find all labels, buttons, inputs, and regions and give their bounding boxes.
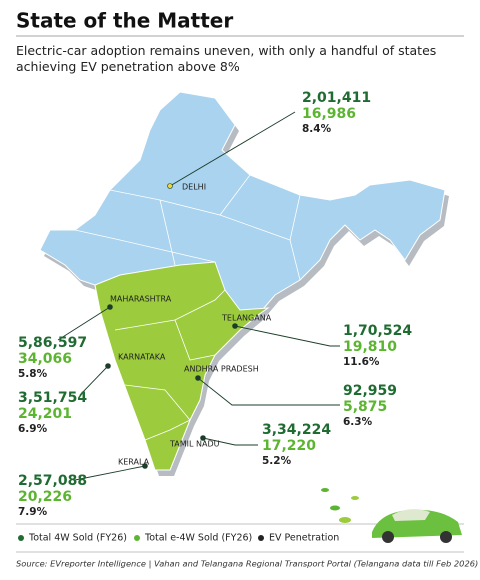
marker-dot: [200, 435, 206, 441]
connector: [57, 306, 111, 341]
total-e4w: 5,875: [343, 399, 387, 415]
connector: [234, 325, 340, 347]
connector: [74, 465, 146, 481]
source: Source: EVreporter Intelligence | Vahan …: [16, 559, 478, 569]
ev-penetration: 11.6%: [343, 356, 380, 368]
car: [321, 488, 462, 543]
total-e4w: 17,220: [262, 438, 316, 454]
state-name: DELHI: [182, 183, 206, 192]
total-4w: 92,959: [343, 383, 397, 399]
marker-dot: [105, 363, 111, 369]
total-e4w: 19,810: [343, 339, 397, 355]
total-4w: 5,86,597: [18, 335, 87, 351]
connector: [79, 365, 109, 396]
total-4w: 1,70,524: [343, 323, 412, 339]
title: State of the Matter: [16, 9, 233, 33]
connector: [202, 437, 258, 446]
total-4w: 2,57,088: [18, 473, 87, 489]
marker-dot: [142, 463, 148, 469]
state-name: KARNATAKA: [118, 353, 166, 362]
connector: [169, 111, 296, 187]
ev-penetration: 5.2%: [262, 455, 292, 467]
state-name: TAMIL NADU: [169, 440, 220, 449]
legend-label: EV Penetration: [269, 533, 339, 544]
total-4w: 3,34,224: [262, 422, 331, 438]
state-name: MAHARASHTRA: [110, 295, 172, 304]
state-name: ANDHRA PRADESH: [184, 365, 259, 374]
total-4w: 3,51,754: [18, 390, 87, 406]
legend-dot: [18, 535, 24, 541]
legend-dot: [258, 535, 264, 541]
total-e4w: 20,226: [18, 489, 72, 505]
legend-label: Total 4W Sold (FY26): [28, 533, 127, 544]
total-e4w: 16,986: [302, 106, 356, 122]
total-e4w: 34,066: [18, 351, 72, 367]
ev-penetration: 6.9%: [18, 423, 48, 435]
total-e4w: 24,201: [18, 406, 72, 422]
marker-dot: [167, 183, 173, 189]
marker-dot: [232, 323, 238, 329]
ev-penetration: 7.9%: [18, 506, 48, 518]
connector: [197, 377, 340, 406]
map: [39, 91, 449, 476]
marker-dot: [195, 375, 201, 381]
subtitle: Electric-car adoption remains uneven, wi…: [16, 43, 436, 74]
legend-label: Total e-4W Sold (FY26): [144, 533, 252, 544]
state-name: TELANGANA: [221, 314, 272, 323]
state-name: KERALA: [118, 458, 150, 467]
legend-dot: [134, 535, 140, 541]
ev-penetration: 5.8%: [18, 368, 48, 380]
ev-penetration: 8.4%: [302, 123, 332, 135]
ev-penetration: 6.3%: [343, 416, 373, 428]
total-4w: 2,01,411: [302, 90, 371, 106]
marker-dot: [107, 304, 113, 310]
